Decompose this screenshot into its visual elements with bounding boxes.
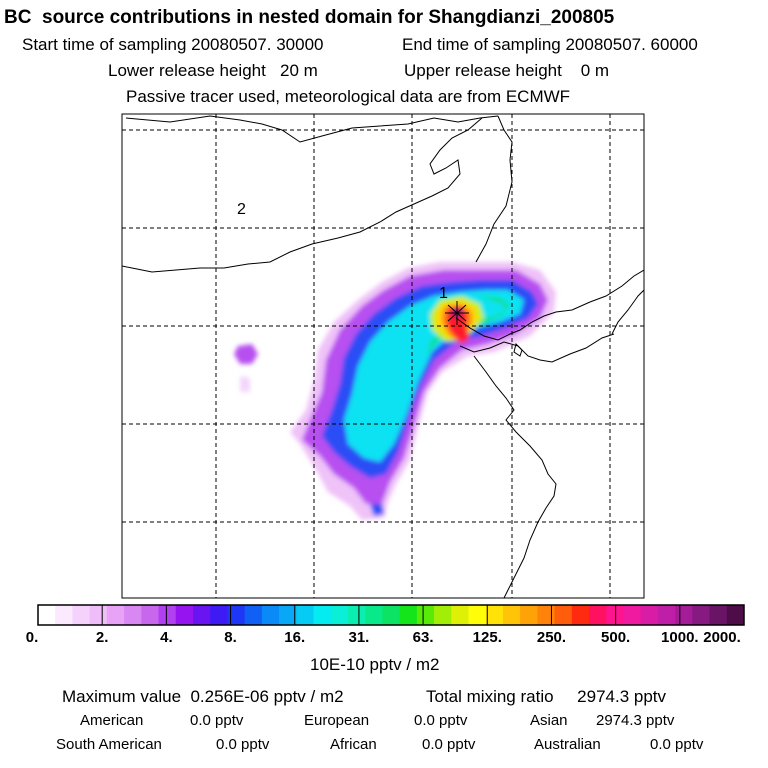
plume-tail-blue <box>370 504 384 516</box>
region-name: Australian <box>534 736 601 753</box>
coastline-east <box>473 355 557 598</box>
colorbar-tick-label: 16. <box>284 629 306 646</box>
region-name: European <box>304 712 370 729</box>
plot-title: BC source contributions in nested domain… <box>4 7 615 28</box>
colorbar-swatch <box>416 605 435 625</box>
colorbar-swatch <box>382 605 401 625</box>
coastline-shandong <box>459 333 615 363</box>
coastline-bohai <box>455 269 644 341</box>
colorbar-swatch <box>571 605 590 625</box>
end-time-label: End time of sampling 20080507. 60000 <box>402 35 698 54</box>
colorbar-swatch <box>313 605 332 625</box>
colorbar-tick-label: 250. <box>536 629 567 646</box>
upper-height-label: Upper release height 0 m <box>404 61 610 80</box>
total-mixing-label: Total mixing ratio 2974.3 pptv <box>426 687 667 706</box>
colorbar-swatch <box>124 605 142 625</box>
colorbar-units: 10E-10 pptv / m2 <box>310 655 440 674</box>
colorbar-swatch <box>192 605 211 625</box>
max-value-label: Maximum value 0.256E-06 pptv / m2 <box>62 687 344 706</box>
region-name: South American <box>56 736 162 753</box>
colorbar-swatch <box>106 605 125 625</box>
colorbar-swatch <box>726 605 745 625</box>
colorbar-tick-label: 0. <box>25 629 39 646</box>
colorbar-swatch <box>502 605 521 625</box>
colorbar-swatch <box>158 605 177 625</box>
colorbar-swatch <box>537 605 556 625</box>
colorbar-swatch <box>365 605 383 625</box>
colorbar-swatch <box>485 605 504 625</box>
colorbar-swatch <box>520 605 538 625</box>
colorbar-swatch <box>399 605 418 625</box>
region-value: 0.0 pptv <box>422 736 476 753</box>
colorbar-frame <box>37 604 745 626</box>
colorbar <box>37 604 745 626</box>
map-panel: 1 2 <box>121 113 645 599</box>
colorbar-swatch <box>38 605 56 625</box>
plume-detached-blob <box>234 344 258 364</box>
lake-small <box>513 343 523 357</box>
colorbar-swatch <box>210 605 228 625</box>
lower-height-label: Lower release height 20 m <box>108 61 318 80</box>
colorbar-tick-label: 31. <box>348 629 370 646</box>
colorbar-swatch <box>554 605 573 625</box>
colorbar-tick-label: 4. <box>160 629 173 646</box>
map-label-1: 1 <box>439 285 448 302</box>
plume-cyan <box>344 290 524 462</box>
plume-detached-faint <box>240 376 250 392</box>
region-name: American <box>80 712 144 729</box>
colorbar-swatch <box>657 605 676 625</box>
colorbar-tick-label: 2000. <box>703 629 741 646</box>
plume-red <box>446 306 470 344</box>
colorbar-swatch <box>330 605 349 625</box>
colorbar-tick-label: 1000. <box>661 629 699 646</box>
map-frame <box>121 113 645 599</box>
colorbar-tick-label: 500. <box>601 629 631 646</box>
receptor-star-icon <box>445 301 469 325</box>
colorbar-swatch <box>692 605 711 625</box>
colorbar-swatch <box>589 605 607 625</box>
region-value: 2974.3 pptv <box>596 712 675 729</box>
colorbar-swatch <box>296 605 315 625</box>
colorbar-swatch <box>468 605 487 625</box>
colorbar-swatch <box>89 605 108 625</box>
border-east-arm <box>122 117 483 273</box>
colorbar-swatch <box>640 605 659 625</box>
colorbar-tick-label: 2. <box>95 629 109 646</box>
colorbar-swatch <box>175 605 194 625</box>
region-value: 0.0 pptv <box>216 736 270 753</box>
colorbar-swatch <box>141 605 160 625</box>
grid-lines <box>122 114 644 598</box>
region-value: 0.0 pptv <box>190 712 244 729</box>
colorbar-swatch <box>623 605 642 625</box>
colorbar-tick-label: 125. <box>472 629 502 646</box>
colorbar-swatch <box>675 605 693 625</box>
tracer-note: Passive tracer used, meteorological data… <box>126 87 571 106</box>
colorbar-swatch <box>279 605 297 625</box>
border-north <box>125 115 499 143</box>
colorbar-swatch <box>451 605 469 625</box>
region-value: 0.0 pptv <box>414 712 468 729</box>
colorbar-swatch <box>434 605 452 625</box>
colorbar-tick-label: 8. <box>224 629 237 646</box>
colorbar-swatch <box>227 605 246 625</box>
colorbar-swatch <box>244 605 263 625</box>
colorbar-swatch <box>347 605 366 625</box>
colorbar-swatch <box>261 605 280 625</box>
region-value: 0.0 pptv <box>650 736 704 753</box>
map-label-2: 2 <box>237 201 246 218</box>
colorbar-swatch <box>55 605 73 625</box>
region-name: Asian <box>530 712 568 729</box>
region-name: African <box>330 736 377 753</box>
colorbar-tick-label: 63. <box>412 629 434 646</box>
colorbar-swatch <box>709 605 728 625</box>
colorbar-swatch <box>606 605 624 625</box>
start-time-label: Start time of sampling 20080507. 30000 <box>22 35 324 54</box>
border-east-edge <box>475 115 513 263</box>
colorbar-swatch <box>72 605 91 625</box>
coastlines <box>122 115 644 598</box>
